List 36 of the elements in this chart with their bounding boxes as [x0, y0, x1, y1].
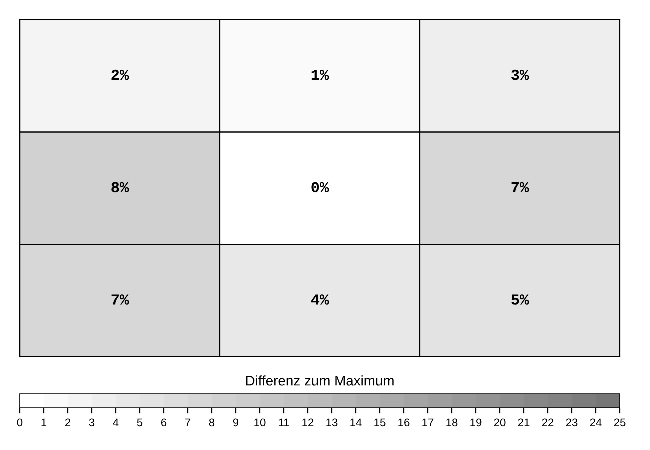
color-bar-label: 17: [422, 418, 434, 426]
data-label: 7%: [512, 182, 530, 193]
data-label: 2%: [112, 70, 130, 80]
color-bar-title: Differenz zum Maximum: [246, 376, 394, 386]
color-bar-label: 4: [113, 418, 119, 426]
color-bar-label: 24: [590, 418, 602, 426]
color-bar-label: 15: [374, 418, 386, 427]
color-bar-label: 22: [542, 418, 554, 426]
data-label: 4%: [311, 294, 330, 305]
data-label: 7%: [112, 294, 130, 305]
color-bar-label: 12: [302, 418, 314, 426]
data-label: 8%: [112, 182, 130, 193]
color-bar-label: 23: [566, 418, 578, 427]
color-bar-label: 16: [398, 418, 410, 427]
color-bar-label: 7: [185, 418, 191, 426]
color-bar-label: 1: [42, 418, 47, 426]
data-label: 1%: [312, 70, 330, 80]
color-bar-label: 25: [614, 418, 626, 427]
color-bar-label: 8: [209, 418, 215, 427]
color-bar-label: 14: [350, 418, 362, 426]
color-bar-label: 9: [233, 418, 239, 427]
data-label: 3%: [512, 70, 530, 80]
data-label: 0%: [312, 182, 330, 193]
color-bar-label: 20: [494, 418, 506, 427]
color-bar-label: 2: [65, 418, 71, 426]
color-bar-label: 19: [470, 418, 482, 427]
color-bar-label: 5: [137, 418, 143, 427]
color-bar-label: 3: [89, 418, 95, 427]
color-bar-label: 11: [279, 418, 290, 426]
data-label: 5%: [512, 294, 530, 305]
color-bar-label: 13: [326, 418, 338, 427]
color-bar-label: 10: [254, 418, 266, 427]
color-bar-label: 18: [446, 418, 458, 427]
color-bar-label: 6: [161, 418, 167, 427]
color-bar-label: 0: [17, 418, 23, 427]
color-bar-label: 21: [518, 418, 530, 426]
